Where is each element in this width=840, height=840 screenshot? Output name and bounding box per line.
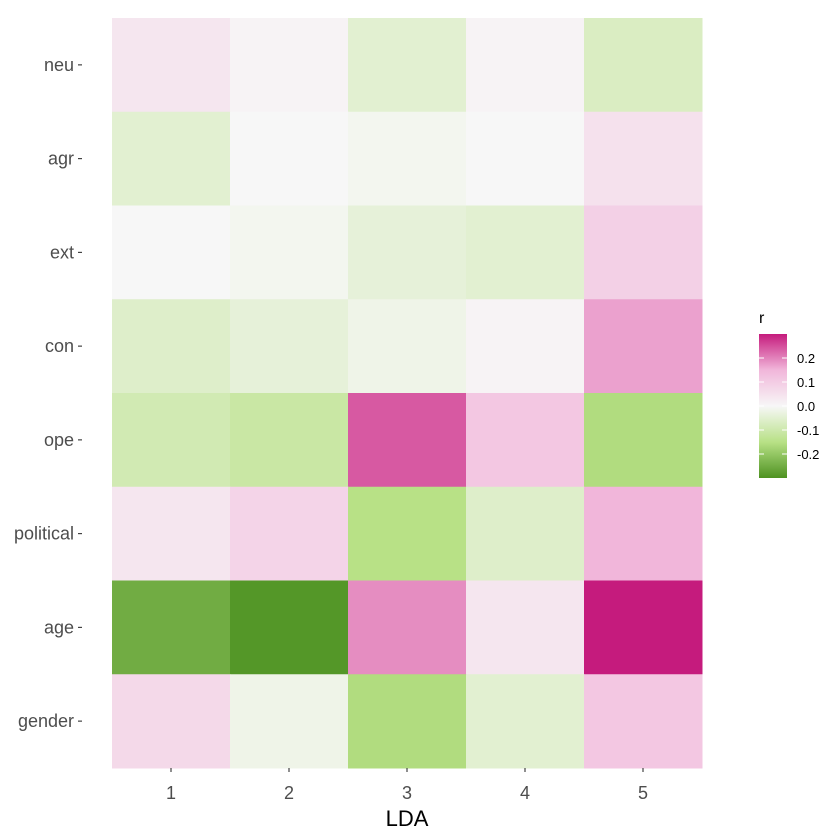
y-axis: neu agr ext con ope political age gender xyxy=(14,55,82,731)
heatmap-cell-gender-2 xyxy=(230,674,349,769)
heatmap-cell-gender-3 xyxy=(348,674,467,769)
heatmap-cell-ope-4 xyxy=(466,393,585,488)
heatmap-cell-ope-5 xyxy=(584,393,703,488)
heatmap-cell-neu-5 xyxy=(584,18,703,113)
heatmap-cell-political-5 xyxy=(584,486,703,581)
heatmap-cell-age-1 xyxy=(112,580,231,675)
heatmap-cell-gender-4 xyxy=(466,674,585,769)
y-tick-label: con xyxy=(45,336,74,356)
heatmap-cell-ext-3 xyxy=(348,205,467,300)
heatmap-cell-political-1 xyxy=(112,486,231,581)
heatmap-cell-agr-4 xyxy=(466,111,585,206)
heatmap-cell-age-4 xyxy=(466,580,585,675)
heatmap-cell-ext-1 xyxy=(112,205,231,300)
heatmap-cell-political-4 xyxy=(466,486,585,581)
x-tick-label: 3 xyxy=(402,783,412,803)
heatmap-cell-neu-3 xyxy=(348,18,467,113)
x-axis: 1 2 3 4 5 xyxy=(166,768,648,803)
heatmap-cell-con-3 xyxy=(348,299,467,394)
heatmap-cell-neu-1 xyxy=(112,18,231,113)
heatmap-cell-con-5 xyxy=(584,299,703,394)
y-tick-label: ope xyxy=(44,430,74,450)
heatmap-cell-neu-2 xyxy=(230,18,349,113)
x-axis-title: LDA xyxy=(386,806,429,831)
heatmap-cell-gender-5 xyxy=(584,674,703,769)
legend-tick-label: -0.2 xyxy=(797,447,819,462)
heatmap-cell-age-5 xyxy=(584,580,703,675)
x-tick-label: 5 xyxy=(638,783,648,803)
heatmap-cell-agr-5 xyxy=(584,111,703,206)
y-tick-label: political xyxy=(14,524,74,544)
heatmap-cell-political-2 xyxy=(230,486,349,581)
legend-ticks: 0.2 0.1 0.0 -0.1 -0.2 xyxy=(759,351,819,462)
heatmap-cell-ext-5 xyxy=(584,205,703,300)
y-tick-label: gender xyxy=(18,711,74,731)
heatmap-cell-political-3 xyxy=(348,486,467,581)
heatmap-cell-agr-3 xyxy=(348,111,467,206)
y-tick-label: neu xyxy=(44,55,74,75)
color-legend: r 0.2 0.1 0.0 -0.1 -0.2 xyxy=(759,310,819,478)
legend-tick-label: 0.1 xyxy=(797,375,815,390)
heatmap-cell-gender-1 xyxy=(112,674,231,769)
heatmap-cell-ope-3 xyxy=(348,393,467,488)
heatmap-cell-agr-1 xyxy=(112,111,231,206)
x-tick-label: 2 xyxy=(284,783,294,803)
legend-tick-label: 0.0 xyxy=(797,399,815,414)
heatmap-cells xyxy=(112,18,703,769)
y-tick-label: age xyxy=(44,617,74,637)
legend-title: r xyxy=(759,310,765,327)
heatmap-cell-con-2 xyxy=(230,299,349,394)
heatmap-cell-ext-2 xyxy=(230,205,349,300)
heatmap-cell-ope-1 xyxy=(112,393,231,488)
y-tick-label: ext xyxy=(50,242,74,262)
heatmap-cell-neu-4 xyxy=(466,18,585,113)
heatmap-cell-age-3 xyxy=(348,580,467,675)
heatmap-cell-agr-2 xyxy=(230,111,349,206)
y-tick-label: agr xyxy=(48,149,74,169)
x-tick-label: 1 xyxy=(166,783,176,803)
heatmap-cell-age-2 xyxy=(230,580,349,675)
heatmap-cell-con-1 xyxy=(112,299,231,394)
heatmap-cell-ext-4 xyxy=(466,205,585,300)
legend-tick-label: 0.2 xyxy=(797,351,815,366)
legend-tick-label: -0.1 xyxy=(797,423,819,438)
x-tick-label: 4 xyxy=(520,783,530,803)
heatmap-cell-ope-2 xyxy=(230,393,349,488)
heatmap-cell-con-4 xyxy=(466,299,585,394)
